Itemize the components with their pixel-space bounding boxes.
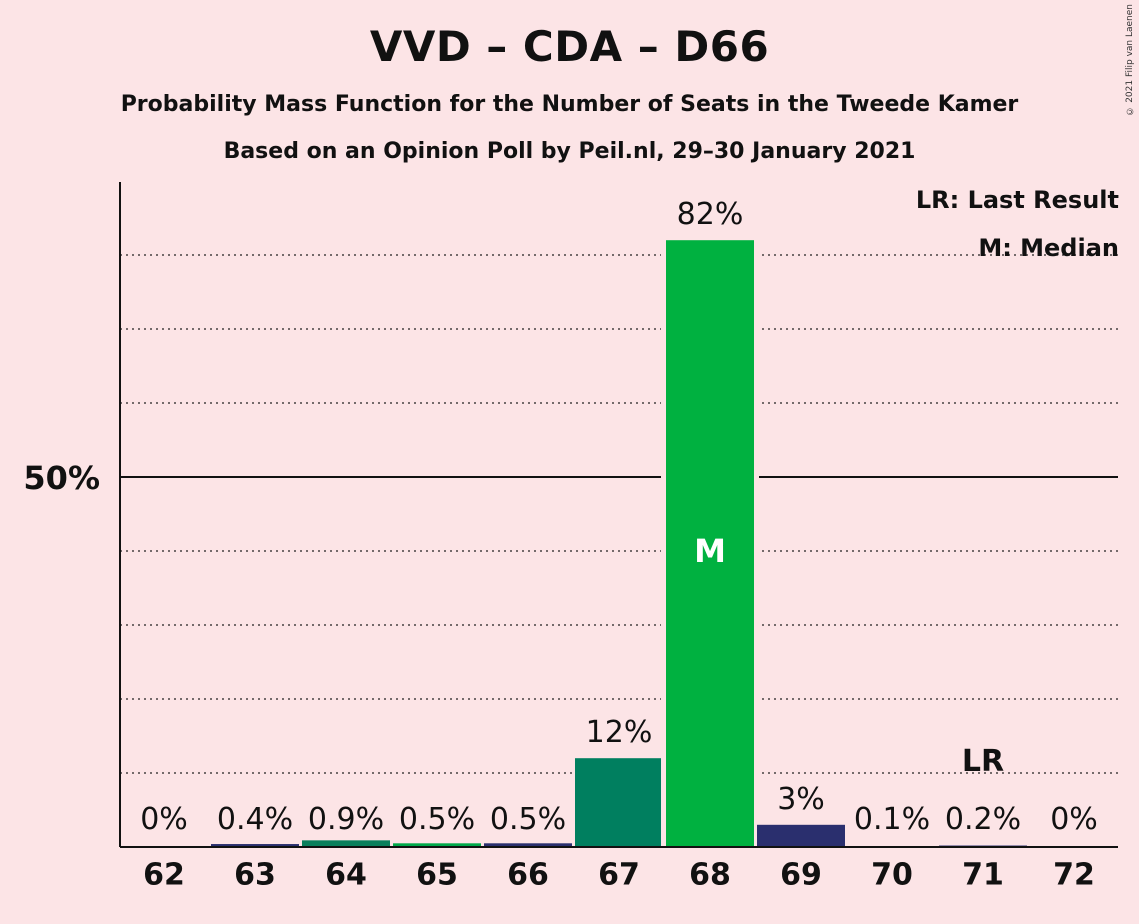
x-tick-71: 71 bbox=[962, 858, 1004, 893]
data-label-64: 0.9% bbox=[308, 802, 384, 837]
x-tick-65: 65 bbox=[416, 858, 458, 893]
bar-66 bbox=[484, 843, 572, 847]
chart-subtitle: Probability Mass Function for the Number… bbox=[120, 92, 1019, 117]
legend-median: M: Median bbox=[978, 234, 1119, 262]
x-tick-66: 66 bbox=[507, 858, 549, 893]
y-tick-50: 50% bbox=[23, 459, 100, 497]
data-label-72: 0% bbox=[1050, 802, 1098, 837]
x-tick-64: 64 bbox=[325, 858, 367, 893]
last-result-marker: LR bbox=[962, 744, 1004, 779]
data-label-69: 3% bbox=[777, 782, 825, 817]
chart-source: Based on an Opinion Poll by Peil.nl, 29–… bbox=[223, 139, 916, 164]
x-tick-68: 68 bbox=[689, 858, 731, 893]
data-label-66: 0.5% bbox=[490, 802, 566, 837]
x-tick-67: 67 bbox=[598, 858, 640, 893]
x-tick-63: 63 bbox=[234, 858, 276, 893]
x-tick-70: 70 bbox=[871, 858, 913, 893]
x-tick-62: 62 bbox=[143, 858, 185, 893]
bar-68 bbox=[666, 240, 754, 847]
bar-67 bbox=[575, 758, 663, 847]
bar-69 bbox=[757, 824, 845, 847]
bar-63 bbox=[211, 844, 299, 847]
data-label-71: 0.2% bbox=[945, 802, 1021, 837]
bar-65 bbox=[393, 843, 481, 847]
data-label-63: 0.4% bbox=[217, 802, 293, 837]
x-tick-69: 69 bbox=[780, 858, 822, 893]
data-label-67: 12% bbox=[586, 715, 653, 750]
data-label-65: 0.5% bbox=[399, 802, 475, 837]
chart-title: VVD – CDA – D66 bbox=[369, 22, 770, 71]
data-label-62: 0% bbox=[140, 802, 188, 837]
median-marker: M bbox=[694, 532, 726, 570]
legend-last-result: LR: Last Result bbox=[915, 186, 1119, 214]
bar-64 bbox=[302, 840, 390, 847]
data-label-70: 0.1% bbox=[854, 802, 930, 837]
x-tick-72: 72 bbox=[1053, 858, 1095, 893]
data-label-68: 82% bbox=[677, 197, 744, 232]
